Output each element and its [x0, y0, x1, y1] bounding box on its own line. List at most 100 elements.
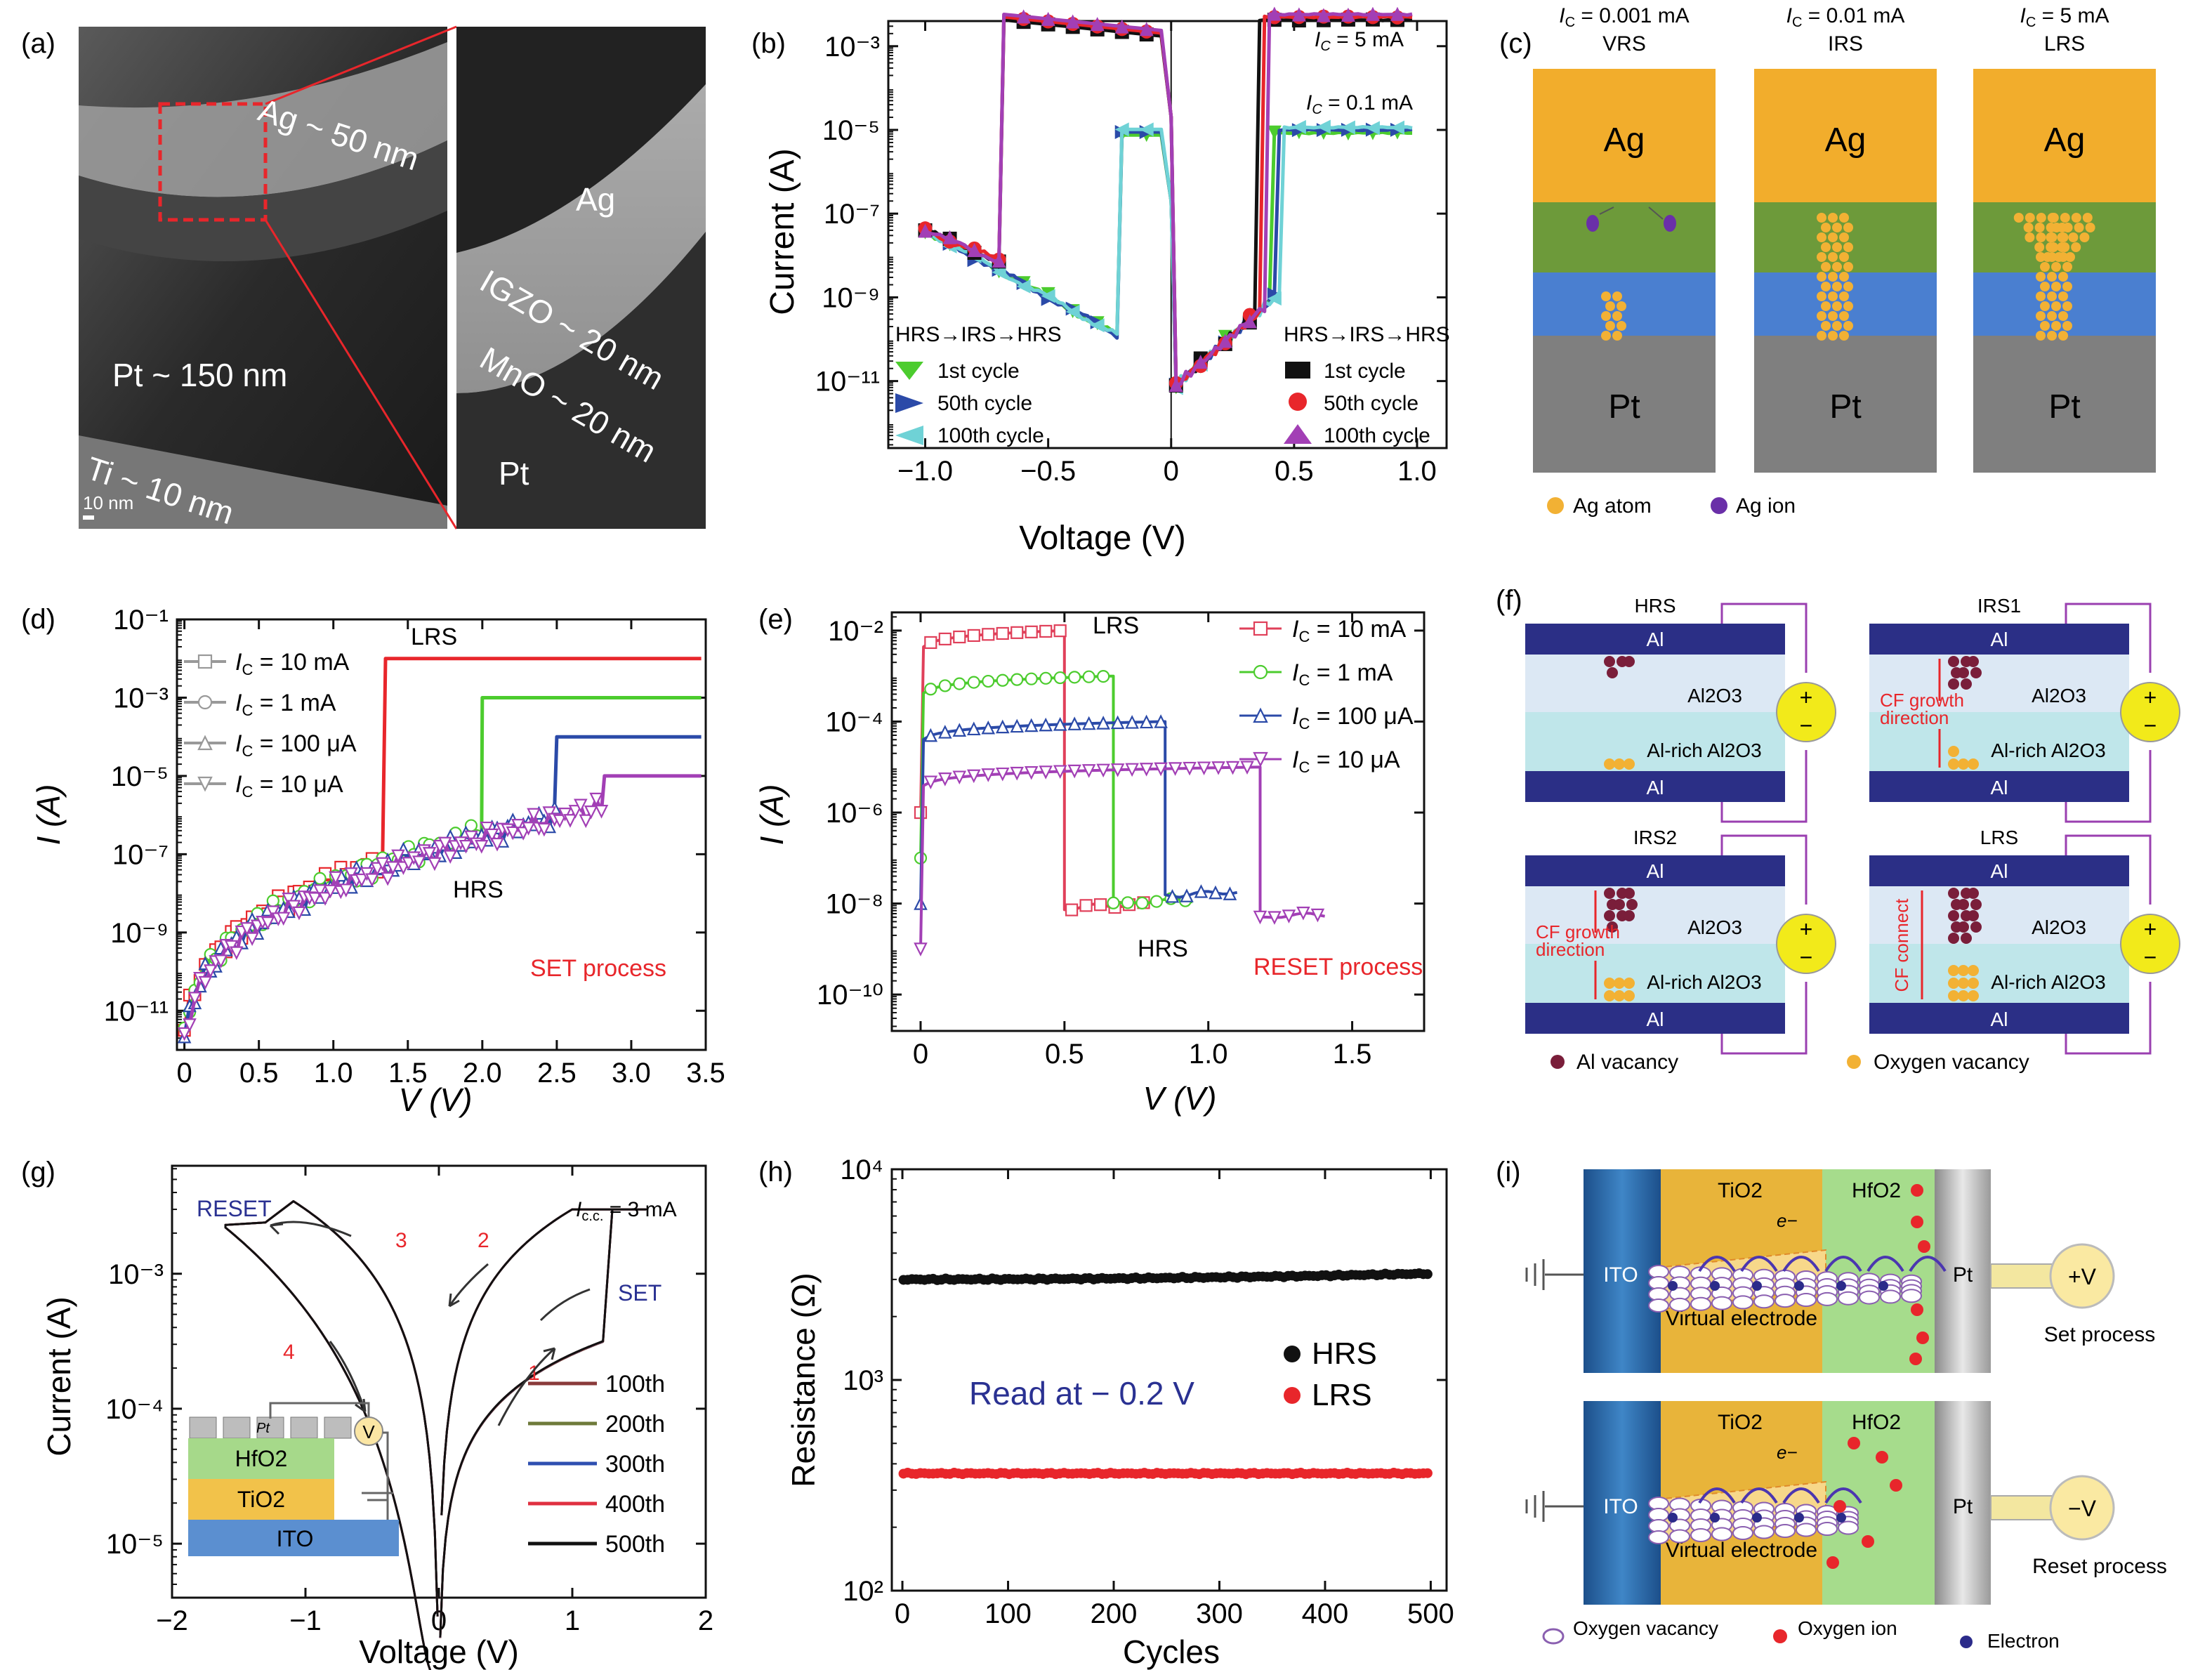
al-vacancy — [1958, 667, 1969, 678]
ag-atom — [2047, 331, 2057, 341]
point-b-5 — [1242, 314, 1257, 329]
point-d-3 — [365, 873, 379, 888]
legend-d-marker — [197, 735, 213, 751]
point-h-0 — [1422, 1269, 1433, 1280]
battery-minus-3: − — [2144, 945, 2157, 970]
process-label-1: Reset process — [2032, 1555, 2167, 1578]
point-e-3 — [1296, 907, 1310, 921]
al-vacancy — [1624, 656, 1635, 667]
legend-e-i: I — [1292, 747, 1299, 773]
ag-atom — [2085, 223, 2095, 232]
electron-0 — [1878, 1281, 1888, 1291]
zoom-line-bottom — [264, 219, 458, 530]
hop-arrow-0 — [1867, 1256, 1904, 1273]
scalebar-label: 10 nm — [83, 492, 133, 513]
ag-atom — [2058, 252, 2068, 262]
point-b-2 — [1390, 120, 1404, 135]
legend-h-hrs-marker — [1284, 1346, 1301, 1362]
ag-atom — [1839, 291, 1849, 301]
legend-left-2: 100th cycle — [937, 424, 1044, 447]
al-vacancy — [1607, 667, 1618, 678]
tem-ag-right-label: Ag — [576, 181, 615, 218]
ag-atom — [1821, 282, 1831, 291]
cell-f-rich-label-3: Al-rich Al2O3 — [1991, 971, 2105, 993]
ag-atom — [1843, 242, 1853, 252]
oxygen-vacancy-1 — [1648, 1530, 1669, 1544]
cell-f-title-1: IRS1 — [1977, 595, 2021, 617]
electron-1 — [1752, 1513, 1762, 1523]
point-d-3 — [183, 1018, 197, 1032]
y-tick-label: 10⁻¹⁰ — [817, 980, 883, 1011]
ag-atom — [2036, 213, 2046, 223]
legend-e-sub: C — [1298, 715, 1310, 732]
layer-green-0 — [1533, 202, 1716, 272]
point-e-0 — [1053, 624, 1067, 638]
ag-atom — [1832, 321, 1842, 331]
col-c-state-0: VRS — [1602, 32, 1646, 55]
point-e-3 — [1139, 763, 1154, 777]
ag-atom — [2034, 242, 2045, 252]
arrow-3 — [270, 1221, 352, 1237]
ag-atom — [1828, 213, 1838, 223]
point-d-3 — [213, 954, 228, 968]
hfo2-block-0 — [1822, 1169, 1935, 1373]
oxygen-ion-0 — [1916, 1332, 1929, 1344]
ag-atom — [1605, 321, 1615, 331]
legend-d-label-2: IC = 100 μA — [235, 730, 357, 760]
point-e-2 — [1096, 716, 1110, 730]
ag-atom — [2051, 321, 2061, 331]
point-e-3 — [1240, 761, 1254, 775]
ag-atom — [1828, 331, 1838, 341]
tem-igzo-band — [456, 84, 706, 393]
x-tick-label: 1.0 — [1397, 456, 1437, 487]
chart-h-ylabel: Resistance (Ω) — [785, 1273, 822, 1487]
legend-right-0: 1st cycle — [1324, 360, 1406, 383]
legend-d-marker — [197, 695, 213, 710]
point-d-3 — [485, 828, 499, 843]
ic-val: = 0.01 mA — [1802, 4, 1904, 27]
ag-ion — [1586, 215, 1599, 232]
tem-pt-dark — [456, 232, 706, 529]
point-b-5 — [1193, 355, 1208, 369]
inset-pad-2 — [223, 1416, 251, 1439]
ag-atom — [1821, 301, 1831, 311]
ag-atom — [1843, 282, 1853, 291]
point-e-2 — [1125, 715, 1139, 729]
ag-atom — [1843, 301, 1853, 311]
x-tick-label: 0.5 — [1275, 456, 1314, 487]
point-d-3 — [177, 1027, 192, 1041]
oxygen-vacancy — [1624, 758, 1635, 770]
ag-atom — [2058, 311, 2068, 321]
ag-atom — [1601, 291, 1611, 301]
point-d-3 — [245, 932, 259, 947]
plot-frame — [890, 611, 1426, 1032]
tem-ag-layer — [79, 42, 447, 197]
point-b-5 — [1365, 6, 1380, 21]
oxygen-ion-0 — [1909, 1353, 1922, 1365]
point-e-0 — [953, 630, 966, 644]
cell-f-mid-label-0: Al2O3 — [1687, 685, 1742, 706]
point-e-3 — [1211, 761, 1225, 775]
plot-frame — [176, 618, 707, 1051]
chart-e-ylabel: I (A) — [753, 784, 790, 846]
process-label-0: Set process — [2044, 1323, 2155, 1346]
al-vacancy — [1604, 910, 1615, 921]
chart-g-arrows — [269, 1221, 591, 1426]
y-tick-label: 10⁻⁵ — [111, 761, 169, 792]
panel-i-label: (i) — [1496, 1157, 1521, 1188]
ito-label-1: ITO — [1603, 1495, 1638, 1518]
chart-g-legend: 100th 200th 300th 400th 500th — [528, 1371, 665, 1558]
point-e-2 — [1110, 715, 1125, 730]
oxygen-vacancy-1 — [1753, 1525, 1775, 1539]
point-e-0 — [967, 629, 980, 643]
hop-arrow-0 — [1782, 1256, 1820, 1273]
oxygen-vacancy — [1624, 990, 1635, 1001]
legend-h-lrs-marker — [1284, 1387, 1301, 1404]
series-e-1 — [919, 674, 1193, 905]
ag-atom — [1832, 223, 1842, 232]
point-d-3 — [480, 821, 494, 836]
ag-atom — [1839, 232, 1849, 242]
point-b-5 — [1267, 6, 1282, 21]
chart-d: 0 0.5 1.0 1.5 2.0 2.5 3.0 3.5 10⁻¹¹ 10⁻⁹ 10⁻⁷ 10⁻⁵ 1… — [104, 605, 725, 1089]
